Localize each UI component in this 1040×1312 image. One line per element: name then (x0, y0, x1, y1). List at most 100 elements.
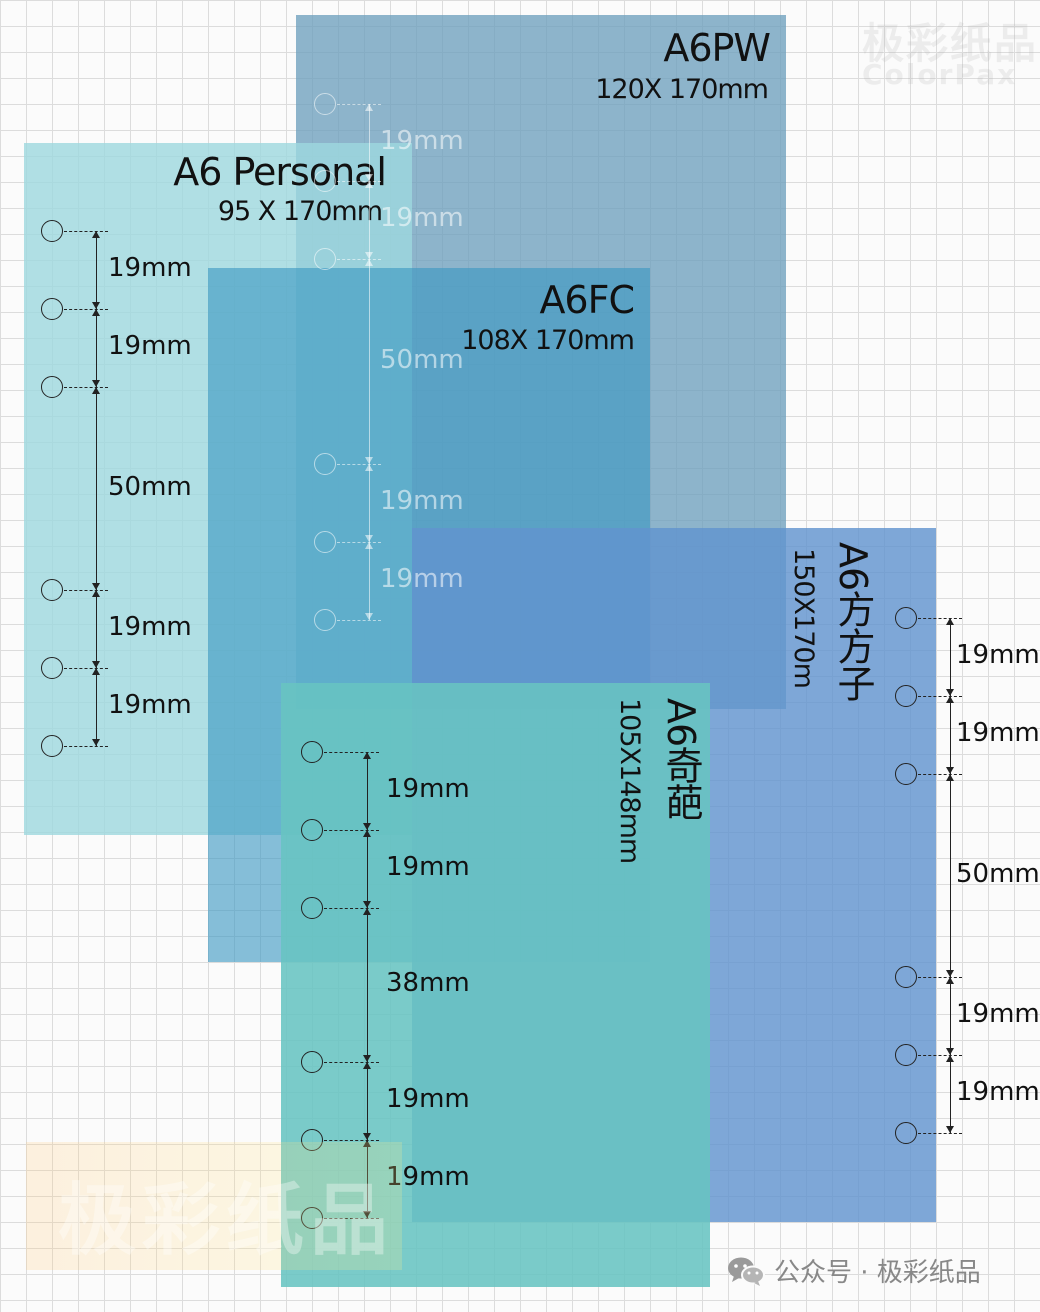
dimension-line (367, 830, 368, 908)
binder-hole (301, 897, 323, 919)
dimension-line (950, 618, 951, 696)
watermark-logo-top: 极彩纸品 (862, 19, 1039, 68)
dimension-arrow-down (365, 252, 373, 259)
a6-personal-size: 95 X 170mm (217, 196, 383, 227)
dimension-line (96, 231, 97, 309)
hole-guide-line (918, 774, 962, 775)
spacing-label: 19mm (956, 718, 1040, 748)
dimension-arrow-down (946, 1126, 954, 1133)
binder-hole (314, 248, 336, 270)
hole-guide-line (64, 668, 108, 669)
footer-credit: 公众号 · 极彩纸品 (726, 1252, 981, 1289)
dimension-arrow-down (92, 661, 100, 668)
dimension-arrow-up (365, 259, 373, 266)
a6-qipa-size: 105X148mm (614, 698, 645, 864)
dimension-line (367, 752, 368, 830)
binder-hole (41, 376, 63, 398)
dimension-arrow-up (365, 464, 373, 471)
dimension-arrow-down (946, 1048, 954, 1055)
hole-guide-line (324, 1062, 379, 1063)
dimension-line (96, 387, 97, 590)
dimension-line (369, 259, 370, 464)
spacing-label: 19mm (386, 1162, 470, 1192)
spacing-label: 50mm (380, 344, 464, 375)
a6-fangfangzi-size: 150X170m (788, 548, 819, 688)
dimension-arrow-down (92, 302, 100, 309)
dimension-arrow-up (946, 977, 954, 984)
a6-qipa-panel (281, 683, 710, 1287)
hole-guide-line (64, 231, 108, 232)
dimension-arrow-up (946, 696, 954, 703)
dimension-line (369, 104, 370, 181)
dimension-line (950, 1055, 951, 1133)
hole-guide-line (918, 618, 962, 619)
dimension-arrow-up (92, 231, 100, 238)
spacing-label: 19mm (108, 612, 192, 642)
dimension-line (950, 977, 951, 1055)
binder-hole (314, 170, 336, 192)
dimension-arrow-down (365, 174, 373, 181)
binder-hole (314, 609, 336, 631)
spacing-label: 19mm (386, 1084, 470, 1114)
binder-hole (41, 657, 63, 679)
dimension-arrow-down (92, 583, 100, 590)
spacing-label: 19mm (386, 852, 470, 882)
binder-hole (301, 1051, 323, 1073)
binder-hole (314, 531, 336, 553)
spacing-label: 19mm (108, 690, 192, 720)
a6fc-size: 108X 170mm (461, 325, 635, 356)
binder-hole (314, 453, 336, 475)
spacing-label: 19mm (956, 1077, 1040, 1107)
hole-guide-line (324, 1140, 379, 1141)
binder-hole (301, 741, 323, 763)
dimension-line (367, 908, 368, 1062)
a6-personal-title: A6 Personal (173, 150, 387, 194)
a6-fangfangzi-title: A6方方子 (831, 542, 875, 702)
binder-hole (895, 763, 917, 785)
dimension-arrow-up (92, 387, 100, 394)
spacing-label: 19mm (380, 125, 464, 156)
dimension-arrow-up (92, 309, 100, 316)
dimension-arrow-up (363, 752, 371, 759)
a6fc-title: A6FC (539, 278, 635, 322)
spacing-label: 19mm (108, 253, 192, 283)
hole-guide-line (64, 309, 108, 310)
dimension-arrow-up (363, 1062, 371, 1069)
spacing-label: 19mm (380, 486, 464, 516)
dimension-arrow-down (365, 457, 373, 464)
dimension-arrow-up (363, 908, 371, 915)
spacing-label: 19mm (108, 331, 192, 361)
binder-hole (895, 685, 917, 707)
dimension-arrow-up (363, 830, 371, 837)
binder-hole (895, 607, 917, 629)
spacing-label: 50mm (956, 858, 1040, 889)
hole-guide-line (918, 977, 962, 978)
dimension-line (96, 668, 97, 746)
dimension-arrow-up (946, 618, 954, 625)
dimension-arrow-down (363, 1211, 371, 1218)
dimension-arrow-down (363, 901, 371, 908)
dimension-line (367, 1062, 368, 1140)
dimension-line (367, 1140, 368, 1218)
binder-hole (895, 966, 917, 988)
hole-guide-line (918, 1055, 962, 1056)
hole-guide-line (324, 830, 379, 831)
wechat-icon (726, 1255, 766, 1287)
binder-hole (41, 220, 63, 242)
a6-qipa-title: A6奇葩 (659, 698, 703, 821)
spacing-label: 50mm (108, 471, 192, 502)
hole-guide-line (324, 1218, 379, 1219)
watermark-logo-bottom-text: 极彩纸品 (58, 1176, 395, 1266)
hole-guide-line (918, 1133, 962, 1134)
dimension-line (950, 774, 951, 977)
dimension-arrow-down (363, 823, 371, 830)
watermark-logo-bottom (26, 1142, 402, 1270)
dimension-arrow-up (92, 590, 100, 597)
dimension-arrow-down (365, 535, 373, 542)
dimension-line (950, 696, 951, 774)
dimension-arrow-down (365, 613, 373, 620)
dimension-arrow-down (946, 970, 954, 977)
dimension-line (96, 590, 97, 668)
binder-hole (41, 579, 63, 601)
